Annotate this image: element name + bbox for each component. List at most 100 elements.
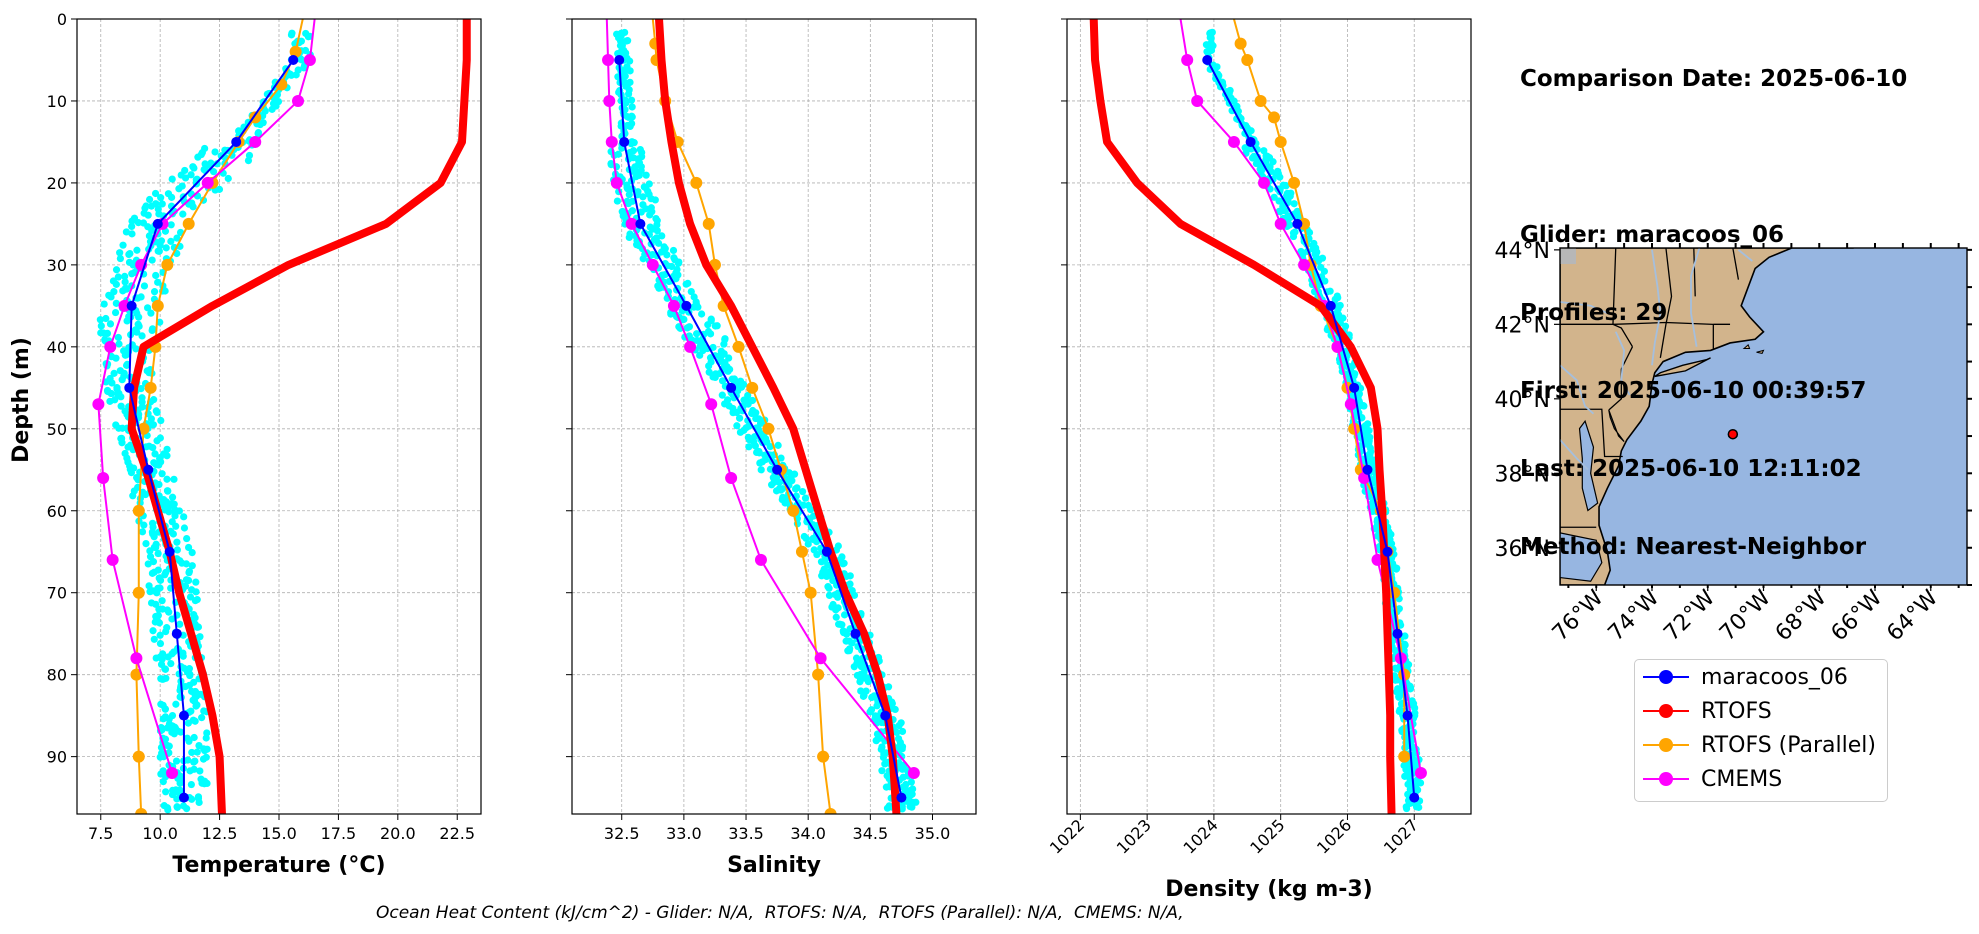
series-point-glider (850, 628, 861, 639)
series-point-glider (619, 136, 630, 147)
scatter-point (1411, 704, 1419, 712)
scatter-point (114, 333, 122, 342)
scatter-point (856, 675, 865, 683)
scatter-point (181, 166, 189, 175)
lon-tick-label: 70°W (1715, 585, 1776, 646)
scatter-point (111, 396, 119, 404)
canada-corner (1560, 248, 1576, 264)
island (1756, 349, 1765, 354)
legend-label: RTOFS (1701, 698, 1772, 724)
scatter-point (162, 244, 170, 252)
scatter-point (181, 174, 190, 182)
scatter-point (115, 424, 123, 432)
long-island (1654, 357, 1711, 378)
river (1737, 249, 1753, 262)
scatter-point (842, 637, 850, 645)
series-glider (1202, 54, 1420, 803)
scatter-point (201, 160, 209, 168)
scatter-point (1278, 207, 1286, 215)
scatter-point (194, 623, 203, 631)
scatter-point (625, 233, 633, 242)
scatter-point (157, 194, 165, 202)
scatter-point (140, 209, 148, 217)
x-tick-label: 33.5 (728, 824, 764, 843)
scatter-point (162, 788, 170, 796)
series-point-glider (635, 218, 646, 229)
river (1690, 248, 1701, 347)
legend-label: maracoos_06 (1701, 664, 1848, 690)
scatter-point (117, 402, 125, 410)
scatter-point (137, 293, 145, 301)
scatter-point (178, 559, 186, 567)
scatter-point (791, 485, 800, 493)
scatter-point (180, 524, 189, 532)
series-cmems (92, 19, 316, 780)
scatter-point (128, 230, 136, 238)
series-point-cmems (1344, 398, 1357, 411)
series-point-glider (1245, 136, 1256, 147)
scatter-point (879, 753, 888, 762)
lon-tick-label: 68°W (1771, 585, 1832, 646)
scatter-point (732, 408, 741, 417)
scatter-point (1402, 803, 1410, 811)
scatter-point (834, 604, 842, 612)
scatter-point (122, 361, 131, 369)
series-point-rtofs-parallel (144, 381, 157, 394)
scatter-point (119, 241, 127, 249)
scatter-point (121, 351, 129, 359)
state-border (1608, 346, 1634, 411)
scatter-point (1363, 440, 1371, 448)
scatter-point (198, 714, 206, 722)
scatter-point (128, 222, 136, 230)
scatter-point (188, 748, 196, 757)
scatter-point (152, 460, 160, 468)
scatter-point (193, 701, 201, 709)
scatter-point (118, 439, 126, 447)
scatter-point (110, 369, 118, 377)
scatter-point (179, 210, 187, 218)
scatter-point (171, 512, 179, 520)
scatter-point (1331, 295, 1339, 303)
legend-swatch (1643, 663, 1689, 691)
scatter-point (878, 743, 886, 751)
scatter-point (627, 96, 636, 104)
scatter-point (653, 221, 661, 229)
scatter-point (1416, 779, 1424, 787)
scatter-point (1359, 402, 1367, 410)
scatter-point (164, 653, 172, 661)
scatter-point (148, 226, 156, 235)
y-tick-label: 70 (47, 584, 67, 603)
scatter-point (138, 528, 147, 536)
first-time: First: 2025-06-10 00:39:57 (1520, 378, 1867, 404)
scatter-point (150, 568, 158, 576)
x-tick-label: 1024 (1180, 815, 1222, 857)
scatter-point (191, 757, 199, 765)
scatter-point (126, 462, 134, 470)
series-point-cmems (201, 176, 214, 189)
x-tick-label: 1023 (1113, 815, 1155, 857)
scatter-point (669, 246, 678, 255)
scatter-point (152, 271, 160, 280)
scatter-point (121, 272, 129, 280)
land (1560, 248, 1854, 585)
series-point-rtofs-parallel (289, 45, 302, 58)
scatter-point (254, 130, 262, 138)
scatter-point (834, 542, 842, 550)
series-rtofs (127, 19, 471, 814)
scatter-point (777, 454, 785, 462)
series-point-cmems (1227, 135, 1240, 148)
series-point-cmems (754, 553, 767, 566)
scatter-point (153, 589, 161, 597)
scatter-point (184, 719, 192, 727)
scatter-point (163, 475, 171, 483)
scatter-point (1395, 693, 1403, 701)
axes-frame (1066, 18, 1472, 815)
scatter-point (1408, 697, 1416, 705)
series-point-glider (1362, 464, 1373, 475)
scatter-point (180, 513, 188, 521)
scatter-point (1276, 173, 1284, 181)
scatter-point (149, 421, 157, 429)
scatter-point (161, 705, 169, 713)
river (1560, 301, 1608, 314)
scatter-point (143, 367, 151, 375)
